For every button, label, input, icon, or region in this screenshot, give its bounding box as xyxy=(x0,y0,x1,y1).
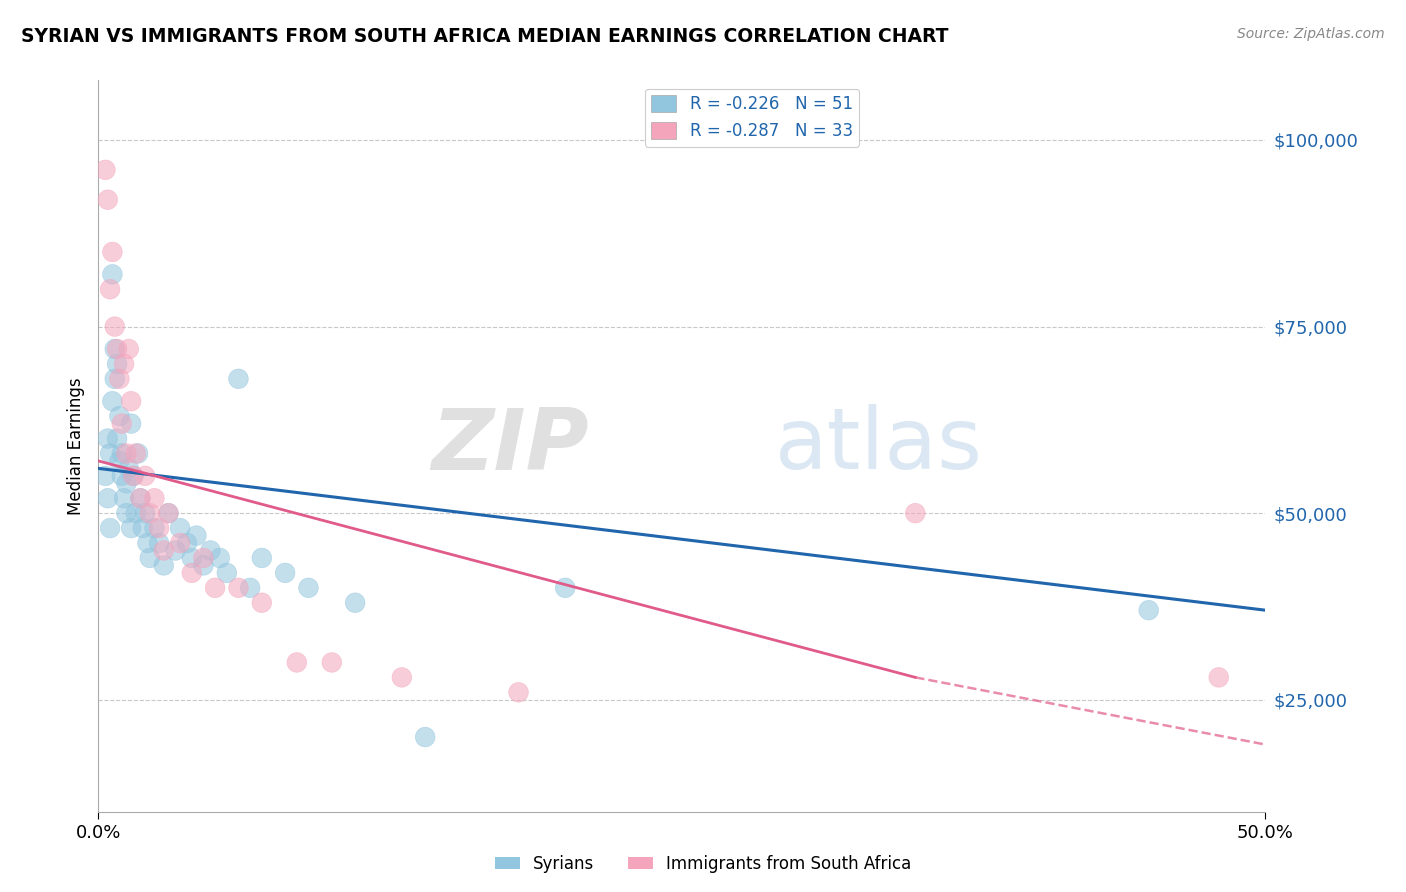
Point xyxy=(186,528,208,542)
Point xyxy=(139,551,162,566)
Point xyxy=(127,446,149,460)
Point xyxy=(104,319,127,334)
Point xyxy=(112,491,135,506)
Point xyxy=(105,342,128,356)
Point xyxy=(165,543,187,558)
Point xyxy=(125,506,148,520)
Point xyxy=(120,521,142,535)
Point xyxy=(120,394,142,409)
Point xyxy=(111,468,134,483)
Point xyxy=(139,506,162,520)
Point xyxy=(108,372,131,386)
Point xyxy=(554,581,576,595)
Point xyxy=(180,566,202,580)
Point xyxy=(215,566,238,580)
Point xyxy=(250,551,273,566)
Point xyxy=(1208,670,1230,684)
Point xyxy=(508,685,530,699)
Point xyxy=(115,476,138,491)
Point xyxy=(129,491,152,506)
Point xyxy=(321,656,343,670)
Point xyxy=(98,521,121,535)
Point xyxy=(228,581,250,595)
Text: atlas: atlas xyxy=(775,404,983,488)
Point xyxy=(391,670,413,684)
Point xyxy=(111,417,134,431)
Point xyxy=(250,596,273,610)
Text: SYRIAN VS IMMIGRANTS FROM SOUTH AFRICA MEDIAN EARNINGS CORRELATION CHART: SYRIAN VS IMMIGRANTS FROM SOUTH AFRICA M… xyxy=(21,27,949,45)
Point xyxy=(152,558,174,573)
Point xyxy=(104,342,127,356)
Y-axis label: Median Earnings: Median Earnings xyxy=(66,377,84,515)
Point xyxy=(193,558,215,573)
Point xyxy=(104,372,127,386)
Point xyxy=(101,244,124,259)
Point xyxy=(101,394,124,409)
Point xyxy=(94,468,117,483)
Point xyxy=(169,536,191,550)
Point xyxy=(98,446,121,460)
Point xyxy=(239,581,262,595)
Point xyxy=(134,506,156,520)
Legend: Syrians, Immigrants from South Africa: Syrians, Immigrants from South Africa xyxy=(488,848,918,880)
Point xyxy=(904,506,927,520)
Point xyxy=(112,357,135,371)
Point xyxy=(274,566,297,580)
Point xyxy=(152,543,174,558)
Point xyxy=(148,536,170,550)
Point xyxy=(134,468,156,483)
Point xyxy=(132,521,155,535)
Point xyxy=(180,551,202,566)
Point xyxy=(228,372,250,386)
Point xyxy=(297,581,319,595)
Point xyxy=(136,536,159,550)
Point xyxy=(148,521,170,535)
Point xyxy=(118,342,141,356)
Point xyxy=(97,432,120,446)
Point xyxy=(98,282,121,296)
Point xyxy=(97,491,120,506)
Point xyxy=(157,506,180,520)
Point xyxy=(143,521,166,535)
Point xyxy=(108,409,131,424)
Point xyxy=(204,581,226,595)
Point xyxy=(120,417,142,431)
Point xyxy=(115,446,138,460)
Legend: R = -0.226   N = 51, R = -0.287   N = 33: R = -0.226 N = 51, R = -0.287 N = 33 xyxy=(644,88,859,146)
Point xyxy=(105,432,128,446)
Point xyxy=(111,446,134,460)
Text: ZIP: ZIP xyxy=(430,404,589,488)
Point xyxy=(122,468,145,483)
Text: Source: ZipAtlas.com: Source: ZipAtlas.com xyxy=(1237,27,1385,41)
Point xyxy=(97,193,120,207)
Point xyxy=(105,357,128,371)
Point xyxy=(94,162,117,177)
Point xyxy=(129,491,152,506)
Point xyxy=(200,543,222,558)
Point xyxy=(115,506,138,520)
Point xyxy=(101,268,124,282)
Point xyxy=(125,446,148,460)
Point xyxy=(1137,603,1160,617)
Point xyxy=(108,454,131,468)
Point xyxy=(143,491,166,506)
Point xyxy=(118,461,141,475)
Point xyxy=(157,506,180,520)
Point xyxy=(176,536,198,550)
Point xyxy=(208,551,231,566)
Point xyxy=(285,656,308,670)
Point xyxy=(413,730,436,744)
Point xyxy=(344,596,367,610)
Point xyxy=(122,468,145,483)
Point xyxy=(193,551,215,566)
Point xyxy=(169,521,191,535)
